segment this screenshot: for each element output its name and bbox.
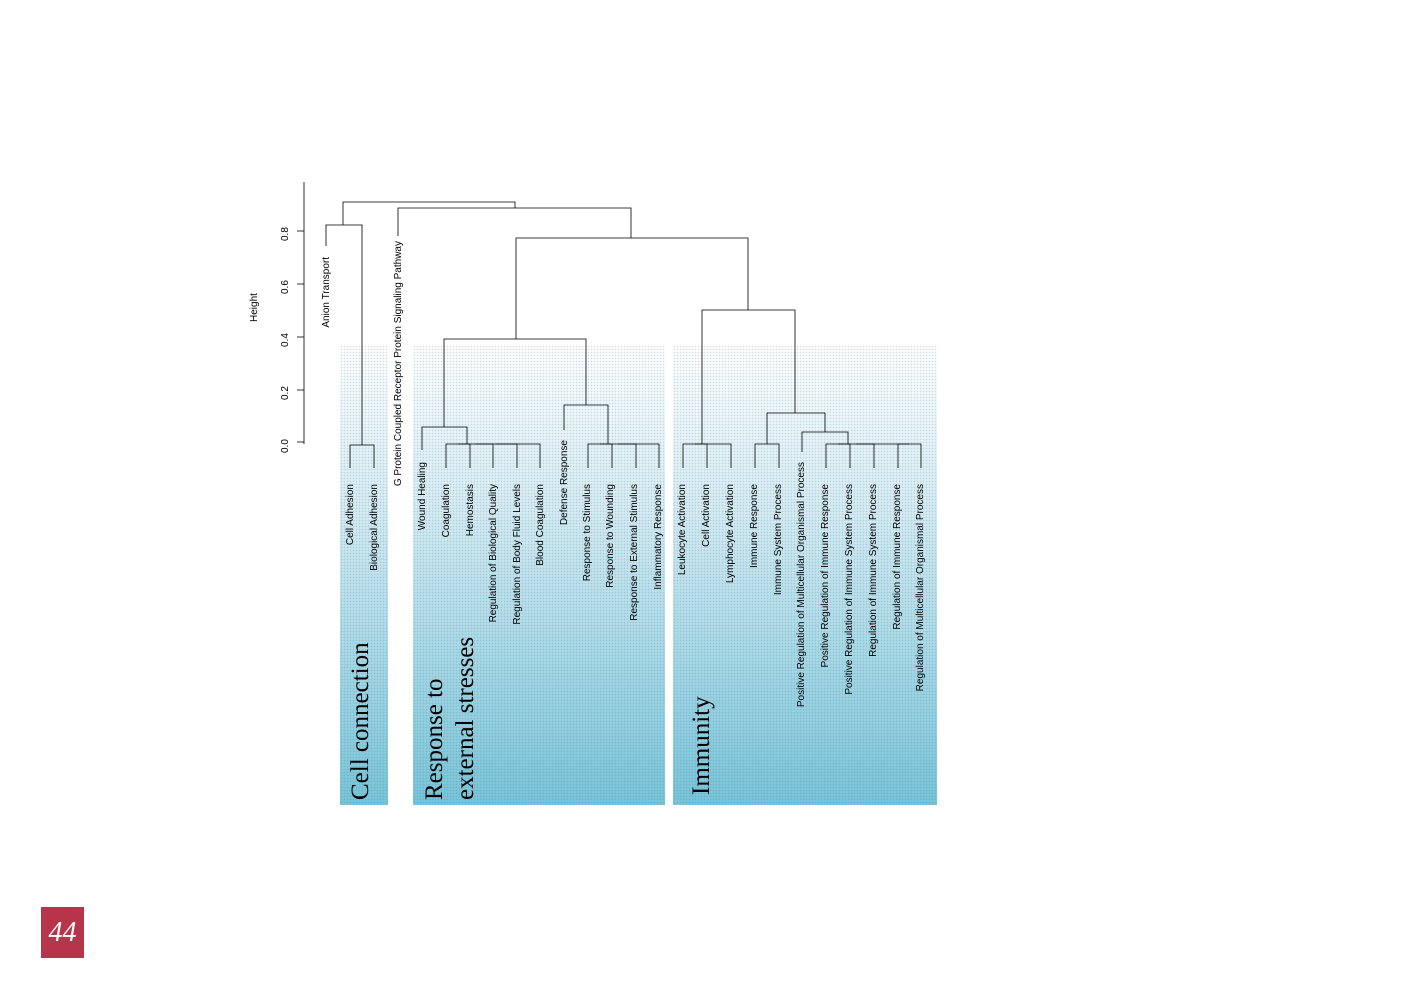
leaf-label: Regulation of Body Fluid Levels (512, 484, 523, 625)
cluster-response-external-stresses (413, 345, 665, 805)
height-axis: 0.0 0.2 0.4 0.6 0.8 Height (249, 182, 305, 453)
leaf-label: G Protein Coupled Receptor Protein Signa… (393, 241, 404, 486)
leaf-label: Inflammatory Response (653, 484, 664, 590)
group-title-immunity: Immunity (688, 696, 715, 795)
page-number-badge: 44 (41, 907, 84, 955)
group-title-response-external-stresses: Response to external stresses (421, 636, 479, 800)
leaf-label: Cell Adhesion (345, 484, 356, 545)
tick-label-1: 0.2 (280, 386, 291, 400)
tick-label-4: 0.8 (280, 227, 291, 241)
leaf-label: Defense Response (559, 440, 570, 525)
axis-title: Height (249, 293, 260, 322)
cluster-cell-connection (340, 345, 388, 805)
dendrogram-links (325, 201, 922, 468)
leaf-label: Response to Wounding (605, 484, 616, 588)
leaf-label: Regulation of Immune Response (892, 484, 903, 630)
leaf-label: Regulation of Multicellular Organismal P… (915, 484, 926, 691)
leaf-label: Response to Stimulus (582, 484, 593, 581)
leaf-label: Lymphocyte Activation (725, 484, 736, 583)
leaf-label: Immune Response (749, 484, 760, 568)
leaf-label: Wound Healing (417, 462, 428, 530)
leaf-label: Cell Activation (701, 484, 712, 547)
leaf-label: Response to External Stimulus (629, 484, 640, 621)
tick-label-3: 0.6 (280, 280, 291, 294)
leaf-label: Positive Regulation of Multicellular Org… (796, 462, 807, 707)
leaf-labels: Cell Adhesion Biological Adhesion G Prot… (321, 241, 926, 707)
leaf-label: Positive Regulation of Immune Response (820, 484, 831, 668)
leaf-label: Biological Adhesion (369, 484, 380, 571)
page-number-rule (41, 955, 84, 958)
leaf-label: Hemostasis (465, 484, 476, 536)
leaf-label: Regulation of Biological Quality (488, 484, 499, 622)
leaf-label: Positive Regulation of Immune System Pro… (844, 484, 855, 695)
group-title-cell-connection: Cell connection (347, 642, 374, 800)
leaf-label: Blood Coagulation (535, 484, 546, 566)
tick-label-2: 0.4 (280, 333, 291, 347)
leaf-label: Immune System Process (773, 484, 784, 595)
page-number: 44 (48, 917, 77, 948)
leaf-label: Coagulation (441, 484, 452, 537)
leaf-label: Anion Transport (321, 257, 332, 328)
cluster-immunity (673, 345, 937, 805)
tick-label-0: 0.0 (280, 439, 291, 453)
leaf-label: Regulation of Immune System Process (868, 484, 879, 657)
leaf-label: Leukocyte Activation (677, 484, 688, 575)
